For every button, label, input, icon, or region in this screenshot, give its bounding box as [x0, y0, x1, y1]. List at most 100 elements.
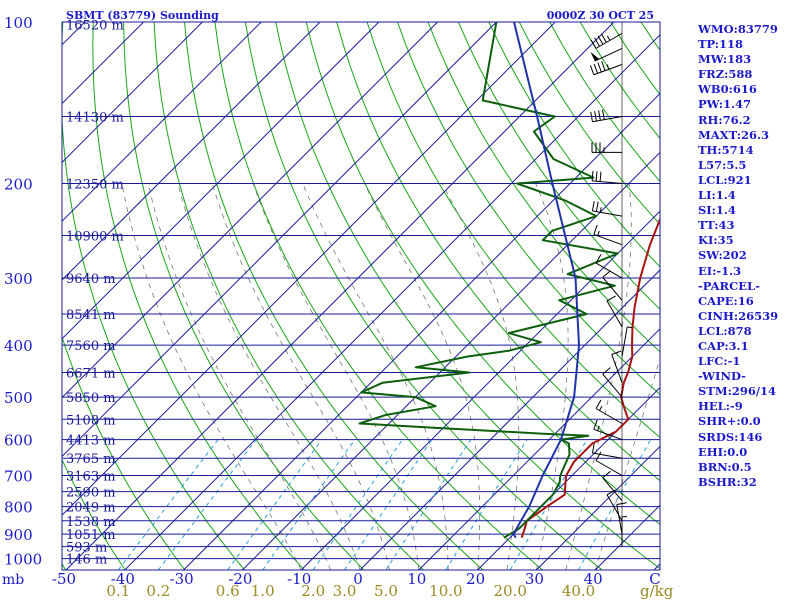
index-item: TP:118: [698, 37, 744, 52]
wind-barb-feather: [595, 171, 598, 182]
pressure-tick-label: 300: [4, 270, 33, 288]
isotherm-line: [62, 22, 321, 281]
wind-barb: [591, 200, 623, 217]
wind-barb: [616, 502, 627, 535]
mixing-ratio-line: [385, 439, 472, 570]
wind-barb-feather: [594, 111, 597, 122]
wind-barb: [595, 254, 623, 279]
wind-barb-feather: [595, 254, 602, 264]
mixing-ratio-label: 0.6: [216, 582, 240, 600]
isotherm-line: [124, 34, 660, 570]
wind-barbs: [589, 22, 633, 547]
wind-barb-staff: [595, 262, 623, 279]
height-label: 4413 m: [66, 434, 116, 449]
pressure-tick-label: 600: [4, 432, 33, 450]
index-item: CINH:26539: [698, 308, 779, 323]
wind-barb: [611, 350, 623, 383]
wind-barb-half-feather: [606, 35, 611, 41]
temp-tick-label: C: [649, 570, 660, 588]
wind-barb-feather: [595, 201, 599, 212]
pressure-tick-label: 500: [4, 389, 33, 407]
wind-barb-staff: [611, 354, 623, 383]
pressure-unit-label: mb: [2, 572, 24, 588]
temp-tick-label: -20: [228, 570, 252, 588]
height-label: 2049 m: [66, 501, 116, 516]
temp-tick-label: 0: [353, 570, 363, 588]
height-label: 10900 m: [66, 230, 124, 245]
mixing-ratio-lines: [117, 439, 652, 570]
wind-barb-staff: [602, 477, 623, 502]
wind-barb-staff: [595, 408, 623, 424]
isotherm-line: [477, 386, 660, 570]
index-item: SRDS:146: [698, 429, 763, 444]
wind-barb-feather: [591, 443, 595, 454]
index-item: EI:-1.3: [698, 263, 742, 278]
wind-barb: [593, 419, 623, 441]
index-item: STM:296/14: [698, 384, 777, 399]
pressure-tick-label: 700: [4, 468, 33, 486]
wind-barb-staff: [621, 326, 628, 357]
wind-barb-feather: [591, 170, 594, 181]
mixing-ratio-label: 40.0: [562, 582, 595, 600]
index-item: WMO:83779: [698, 22, 778, 36]
pressure-tick-label: 200: [4, 176, 33, 194]
wind-barb: [606, 489, 623, 522]
wind-barb-half-feather: [597, 425, 600, 431]
wind-barb-flag: [590, 52, 600, 62]
wind-barb-feather: [606, 295, 616, 302]
dry-adiabats: [62, 22, 660, 570]
isotherm-line: [62, 22, 497, 458]
dry-adiabat-line: [184, 22, 484, 570]
wind-barb-feather: [593, 419, 598, 430]
index-item: BRN:0.5: [698, 459, 752, 474]
wind-barb-feather: [593, 224, 598, 235]
wind-barb-feather: [595, 451, 602, 461]
dry-adiabat-line: [153, 22, 424, 570]
dry-adiabat-line: [397, 22, 660, 396]
wind-barb-feather: [601, 61, 606, 71]
wind-barb-staff: [592, 452, 623, 459]
moist-adiabats: [121, 183, 660, 570]
index-item: EHI:0.0: [698, 444, 748, 459]
dry-adiabat-line: [244, 22, 603, 570]
mixing-ratio-label: 10.0: [429, 582, 462, 600]
moist-adiabat-line: [177, 183, 361, 570]
wind-barb-feather: [590, 111, 593, 122]
mixing-ratio-label: 20.0: [493, 582, 526, 600]
height-label: 6671 m: [66, 367, 116, 382]
wind-barb: [590, 47, 623, 62]
height-label: 9640 m: [66, 272, 116, 287]
index-item: HEL:-9: [698, 399, 743, 414]
index-item: SW:202: [698, 248, 747, 263]
height-label: 3765 m: [66, 452, 116, 467]
wind-barb: [591, 142, 622, 153]
wind-barb-feather: [598, 110, 601, 121]
height-label: 593 m: [66, 541, 107, 556]
index-item: CAP:3.1: [698, 338, 749, 353]
moist-adiabat-line: [211, 183, 390, 570]
pressure-tick-label: 900: [4, 526, 33, 544]
parcel-line: [512, 22, 580, 539]
dry-adiabat-line: [214, 22, 544, 570]
wind-barb-feather: [593, 63, 599, 74]
wind-barb: [591, 170, 623, 185]
height-label: 7560 m: [66, 339, 116, 354]
index-item: L57:5.5: [698, 157, 747, 172]
wind-barb-feather: [597, 35, 604, 45]
isotherm-line: [536, 445, 660, 570]
isobars: [62, 21, 660, 571]
mixing-ratio-line: [312, 439, 403, 570]
wind-barb: [590, 32, 623, 49]
isotherm-line: [359, 269, 660, 570]
plot-frame: [61, 21, 661, 571]
wind-barb-staff: [593, 233, 623, 246]
wind-barb-staff: [602, 373, 623, 398]
height-label: 5108 m: [66, 413, 116, 428]
dry-adiabat-line: [488, 22, 660, 268]
wind-barb-feather: [599, 171, 602, 182]
wind-barb-half-feather: [599, 405, 603, 411]
height-label: 3163 m: [66, 470, 116, 485]
index-item: MW:183: [698, 52, 752, 67]
wind-barb-feather: [602, 367, 611, 375]
